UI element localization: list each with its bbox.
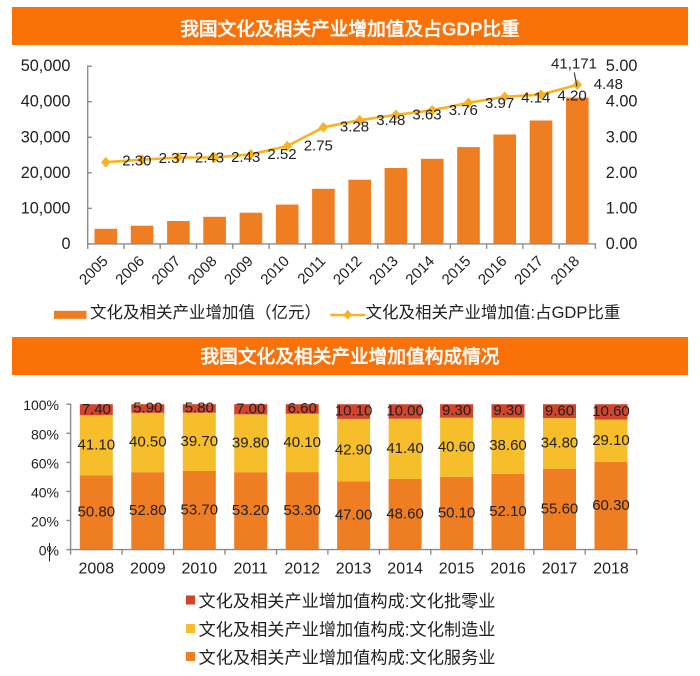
svg-text:3.63: 3.63 bbox=[412, 106, 441, 123]
svg-text:3.28: 3.28 bbox=[340, 118, 369, 135]
svg-text:2015: 2015 bbox=[439, 561, 475, 578]
svg-text:4.48: 4.48 bbox=[594, 76, 623, 93]
svg-text:60.30: 60.30 bbox=[592, 497, 630, 514]
svg-text:53.70: 53.70 bbox=[181, 501, 219, 518]
svg-text:41,171: 41,171 bbox=[551, 56, 597, 73]
svg-text:30,000: 30,000 bbox=[21, 128, 71, 146]
svg-text:53.30: 53.30 bbox=[283, 502, 321, 519]
svg-text:4.20: 4.20 bbox=[558, 88, 587, 105]
svg-text:5.80: 5.80 bbox=[185, 400, 214, 417]
svg-text:41.10: 41.10 bbox=[78, 436, 116, 453]
svg-text:55.60: 55.60 bbox=[541, 500, 579, 517]
svg-text:2.00: 2.00 bbox=[606, 164, 638, 182]
svg-text:3.48: 3.48 bbox=[376, 112, 405, 129]
svg-text:0: 0 bbox=[61, 235, 70, 253]
svg-text:2011: 2011 bbox=[233, 561, 268, 578]
svg-text:40,000: 40,000 bbox=[21, 93, 71, 111]
svg-text:2014: 2014 bbox=[387, 561, 423, 578]
svg-text:10.00: 10.00 bbox=[386, 403, 424, 420]
svg-text:40%: 40% bbox=[31, 484, 59, 500]
svg-text:52.10: 52.10 bbox=[489, 503, 527, 520]
svg-text:文化及相关产业增加值:占GDP比重: 文化及相关产业增加值:占GDP比重 bbox=[366, 303, 621, 322]
svg-text:2016: 2016 bbox=[490, 561, 526, 578]
svg-text:我国文化及相关产业增加值构成情况: 我国文化及相关产业增加值构成情况 bbox=[201, 346, 500, 367]
svg-text:42.90: 42.90 bbox=[335, 441, 373, 458]
svg-text:50.10: 50.10 bbox=[438, 504, 476, 521]
svg-text:2012: 2012 bbox=[284, 561, 320, 578]
svg-text:50,000: 50,000 bbox=[21, 57, 71, 75]
svg-text:10.60: 10.60 bbox=[592, 403, 630, 420]
svg-text:文化及相关产业增加值构成:文化制造业: 文化及相关产业增加值构成:文化制造业 bbox=[199, 620, 496, 640]
svg-text:4.00: 4.00 bbox=[606, 93, 638, 111]
svg-text:文化及相关产业增加值构成:文化批零业: 文化及相关产业增加值构成:文化批零业 bbox=[199, 591, 496, 611]
svg-text:39.80: 39.80 bbox=[232, 435, 270, 452]
svg-text:2.30: 2.30 bbox=[122, 153, 151, 170]
svg-text:41.40: 41.40 bbox=[386, 440, 424, 457]
svg-text:2010: 2010 bbox=[182, 561, 218, 578]
svg-text:100%: 100% bbox=[23, 397, 59, 413]
svg-text:2009: 2009 bbox=[130, 561, 166, 578]
svg-text:48.60: 48.60 bbox=[386, 506, 424, 523]
svg-text:60%: 60% bbox=[31, 455, 59, 471]
svg-text:5.00: 5.00 bbox=[606, 57, 638, 75]
svg-text:0.00: 0.00 bbox=[606, 235, 638, 253]
svg-text:1.00: 1.00 bbox=[606, 199, 638, 217]
svg-text:10.10: 10.10 bbox=[335, 403, 373, 420]
svg-text:5.90: 5.90 bbox=[133, 400, 162, 417]
svg-text:2008: 2008 bbox=[79, 561, 115, 578]
svg-text:7.00: 7.00 bbox=[236, 401, 265, 418]
svg-text:39.70: 39.70 bbox=[181, 433, 219, 450]
svg-text:3.00: 3.00 bbox=[606, 128, 638, 146]
svg-text:40.50: 40.50 bbox=[129, 434, 167, 451]
svg-text:文化及相关产业增加值构成:文化服务业: 文化及相关产业增加值构成:文化服务业 bbox=[199, 648, 496, 668]
svg-text:0%: 0% bbox=[39, 543, 59, 559]
svg-text:2.43: 2.43 bbox=[195, 150, 224, 167]
svg-text:40.10: 40.10 bbox=[283, 434, 321, 451]
svg-text:2.52: 2.52 bbox=[267, 146, 296, 163]
svg-text:50.80: 50.80 bbox=[78, 504, 116, 521]
svg-text:7.40: 7.40 bbox=[82, 401, 111, 418]
svg-text:20%: 20% bbox=[31, 514, 59, 530]
svg-text:4.14: 4.14 bbox=[521, 89, 550, 106]
svg-text:53.20: 53.20 bbox=[232, 502, 270, 519]
svg-text:2.37: 2.37 bbox=[159, 150, 188, 167]
svg-text:2.43: 2.43 bbox=[231, 149, 260, 166]
svg-text:2017: 2017 bbox=[542, 561, 578, 578]
svg-text:2013: 2013 bbox=[336, 561, 372, 578]
svg-text:29.10: 29.10 bbox=[592, 432, 630, 449]
svg-text:6.60: 6.60 bbox=[288, 400, 317, 417]
svg-text:2018: 2018 bbox=[593, 561, 629, 578]
svg-text:52.80: 52.80 bbox=[129, 502, 167, 519]
svg-text:3.76: 3.76 bbox=[449, 102, 478, 119]
svg-text:9.60: 9.60 bbox=[545, 402, 574, 419]
svg-text:9.30: 9.30 bbox=[493, 402, 522, 419]
svg-text:20,000: 20,000 bbox=[21, 164, 71, 182]
svg-text:34.80: 34.80 bbox=[541, 435, 579, 452]
svg-text:我国文化及相关产业增加值及占GDP比重: 我国文化及相关产业增加值及占GDP比重 bbox=[180, 19, 520, 40]
svg-text:3.97: 3.97 bbox=[485, 95, 514, 112]
svg-text:10,000: 10,000 bbox=[21, 199, 71, 217]
svg-text:40.60: 40.60 bbox=[438, 438, 476, 455]
svg-text:2.75: 2.75 bbox=[304, 138, 333, 155]
svg-text:38.60: 38.60 bbox=[489, 437, 527, 454]
svg-text:文化及相关产业增加值（亿元）: 文化及相关产业增加值（亿元） bbox=[90, 303, 321, 322]
svg-text:47.00: 47.00 bbox=[335, 507, 373, 524]
svg-text:80%: 80% bbox=[31, 426, 59, 442]
svg-text:9.30: 9.30 bbox=[442, 402, 471, 419]
